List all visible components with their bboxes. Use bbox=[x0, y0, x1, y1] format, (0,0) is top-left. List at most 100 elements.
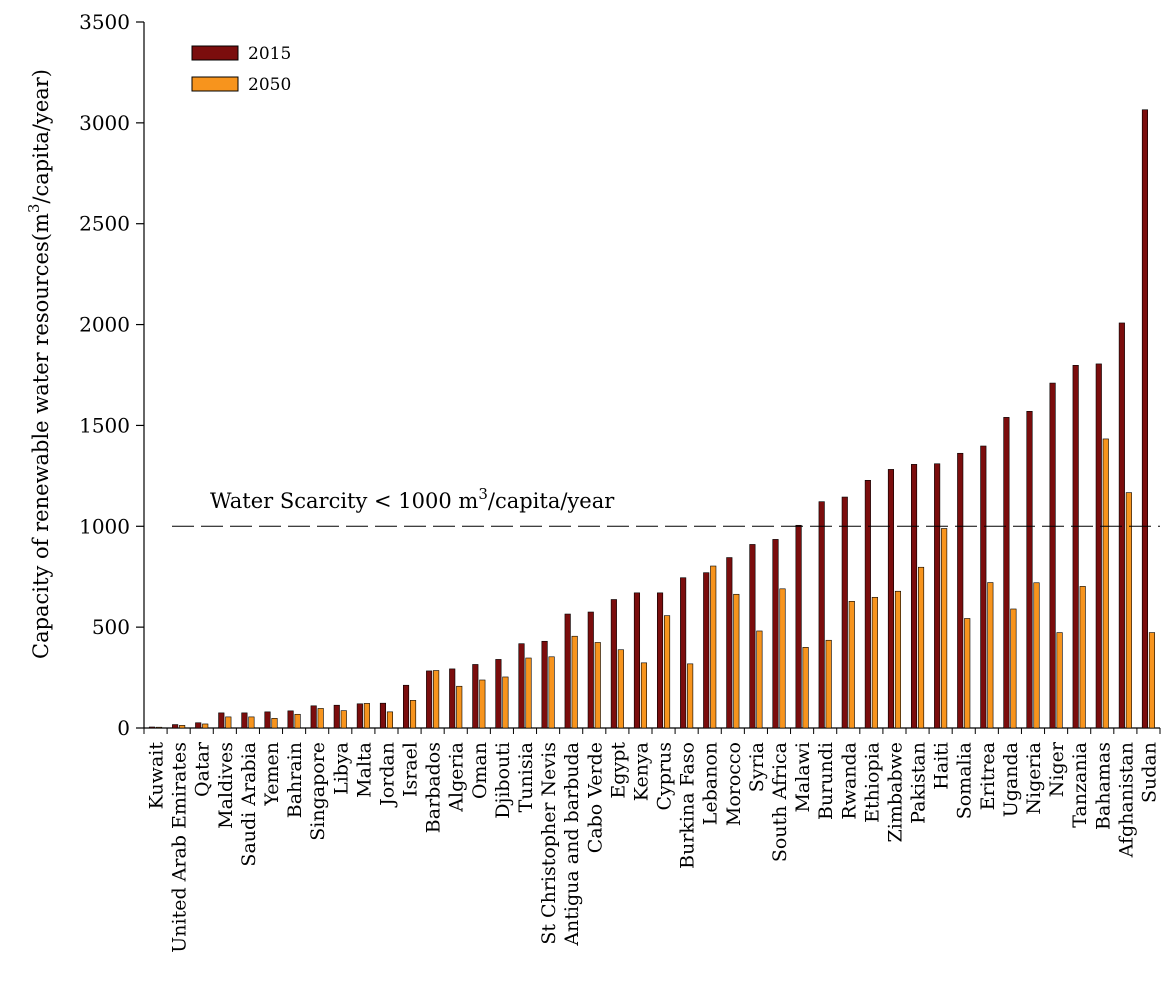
y-tick-label: 3500 bbox=[79, 10, 130, 34]
bars bbox=[148, 109, 1156, 729]
x-tick-label: Cyprus bbox=[654, 742, 676, 811]
x-tick-label: St Christopher Nevis bbox=[538, 742, 560, 945]
bar-2050 bbox=[409, 700, 417, 729]
bar-2015 bbox=[564, 613, 571, 729]
bar-2050 bbox=[1125, 492, 1132, 729]
bar-2050 bbox=[155, 726, 163, 729]
bar-2015 bbox=[1118, 322, 1125, 729]
bar-2015 bbox=[1026, 411, 1033, 729]
x-tick-label: Maldives bbox=[215, 742, 237, 829]
x-tick-label: Ethiopia bbox=[861, 742, 883, 823]
bar-2015 bbox=[1141, 109, 1149, 729]
bar-2015 bbox=[287, 710, 294, 729]
bar-2015 bbox=[749, 544, 756, 729]
bar-2050 bbox=[363, 703, 370, 729]
bar-2050 bbox=[802, 647, 809, 729]
bar-2050 bbox=[1056, 632, 1063, 729]
bar-2015 bbox=[1049, 382, 1056, 729]
legend-label-2015: 2015 bbox=[248, 44, 291, 64]
bar-2015 bbox=[518, 643, 525, 729]
bar-2015 bbox=[887, 469, 895, 729]
x-tick-label: Libya bbox=[330, 742, 352, 795]
x-tick-label: Yemen bbox=[261, 742, 283, 807]
bar-2050 bbox=[917, 566, 925, 729]
x-tick-label: Egypt bbox=[607, 742, 629, 799]
bar-2015 bbox=[633, 592, 641, 729]
bar-2050 bbox=[756, 630, 763, 729]
bar-2050 bbox=[1148, 632, 1156, 729]
bar-2050 bbox=[733, 593, 740, 729]
bar-2050 bbox=[386, 711, 394, 729]
water-scarcity-label: Water Scarcity < 1000 m3/capita/year bbox=[210, 485, 615, 513]
x-tick-label: Sudan bbox=[1138, 742, 1160, 803]
bar-2015 bbox=[726, 557, 733, 729]
bar-2015 bbox=[795, 524, 802, 729]
y-tick-label: 1000 bbox=[79, 514, 130, 538]
x-tick-label: Zimbabwe bbox=[884, 742, 906, 842]
bar-2015 bbox=[264, 711, 271, 729]
bar-2015 bbox=[772, 539, 779, 729]
bar-2050 bbox=[294, 713, 301, 729]
bar-2050 bbox=[1102, 438, 1109, 729]
bar-2050 bbox=[179, 725, 186, 729]
y-axis-title-main: Capacity of renewable water resources(m bbox=[29, 213, 53, 659]
bar-2050 bbox=[340, 710, 347, 729]
bar-2050 bbox=[248, 716, 255, 729]
bar-2050 bbox=[271, 718, 278, 729]
bar-2050 bbox=[617, 649, 624, 729]
bar-2015 bbox=[495, 659, 502, 729]
y-axis-title: Capacity of renewable water resources(m3… bbox=[25, 69, 53, 659]
bar-2050 bbox=[871, 596, 878, 729]
bar-2050 bbox=[502, 676, 509, 729]
bar-2015 bbox=[541, 640, 548, 729]
bar-2015 bbox=[472, 664, 479, 729]
bar-2050 bbox=[640, 662, 648, 729]
bar-2015 bbox=[379, 702, 387, 729]
bar-2015 bbox=[703, 572, 710, 729]
bar-2015 bbox=[957, 452, 964, 729]
legend: 2015 2050 bbox=[191, 44, 291, 95]
x-tick-label: Kuwait bbox=[146, 742, 168, 810]
x-tick-label: Rwanda bbox=[838, 742, 860, 820]
x-tick-label: Algeria bbox=[446, 742, 468, 813]
bar-2015 bbox=[449, 668, 456, 729]
x-tick-label: Afghanistan bbox=[1115, 742, 1137, 858]
y-axis: 0 500 1000 1500 2000 2500 3000 3500 bbox=[79, 10, 145, 740]
bar-2015 bbox=[1072, 365, 1079, 729]
x-tick-label: Saudi Arabia bbox=[238, 742, 260, 867]
bar-2050 bbox=[825, 639, 832, 729]
bar-2015 bbox=[934, 463, 941, 729]
x-tick-label: Nigeria bbox=[1023, 742, 1045, 815]
water-scarcity-label-suffix: /capita/year bbox=[488, 489, 615, 513]
x-tick-label: Kenya bbox=[630, 742, 652, 801]
bar-2015 bbox=[680, 577, 687, 729]
x-tick-label: Bahrain bbox=[284, 742, 306, 818]
bar-2050 bbox=[1079, 586, 1086, 729]
bar-2050 bbox=[1010, 608, 1017, 729]
y-tick-label: 500 bbox=[92, 615, 130, 639]
x-tick-label: Antigua and barbuda bbox=[561, 742, 583, 947]
bar-2015 bbox=[818, 501, 825, 729]
legend-swatch-2050 bbox=[191, 76, 239, 92]
bar-2050 bbox=[894, 590, 902, 729]
x-tick-label: Uganda bbox=[1000, 742, 1022, 817]
x-tick-label: Oman bbox=[469, 742, 491, 799]
bar-2015 bbox=[980, 445, 987, 729]
bar-2050 bbox=[456, 685, 463, 729]
x-tick-label: United Arab Emirates bbox=[169, 742, 191, 953]
bar-2050 bbox=[202, 723, 209, 729]
legend-swatch-2015 bbox=[191, 45, 239, 61]
x-tick-label: Bahamas bbox=[1092, 742, 1114, 830]
bar-2015 bbox=[610, 599, 617, 729]
bar-2015 bbox=[1003, 417, 1010, 729]
x-tick-label: Singapore bbox=[307, 742, 329, 841]
bar-2050 bbox=[594, 642, 601, 729]
bar-2015 bbox=[241, 712, 248, 729]
x-tick-label: Somalia bbox=[954, 742, 976, 819]
water-scarcity-label-prefix: Water Scarcity < 1000 m bbox=[210, 489, 478, 513]
x-tick-label: Lebanon bbox=[700, 742, 722, 825]
bar-2015 bbox=[172, 724, 179, 729]
bar-2015 bbox=[426, 670, 433, 729]
bar-2015 bbox=[587, 611, 594, 729]
x-tick-label: Israel bbox=[400, 742, 422, 797]
